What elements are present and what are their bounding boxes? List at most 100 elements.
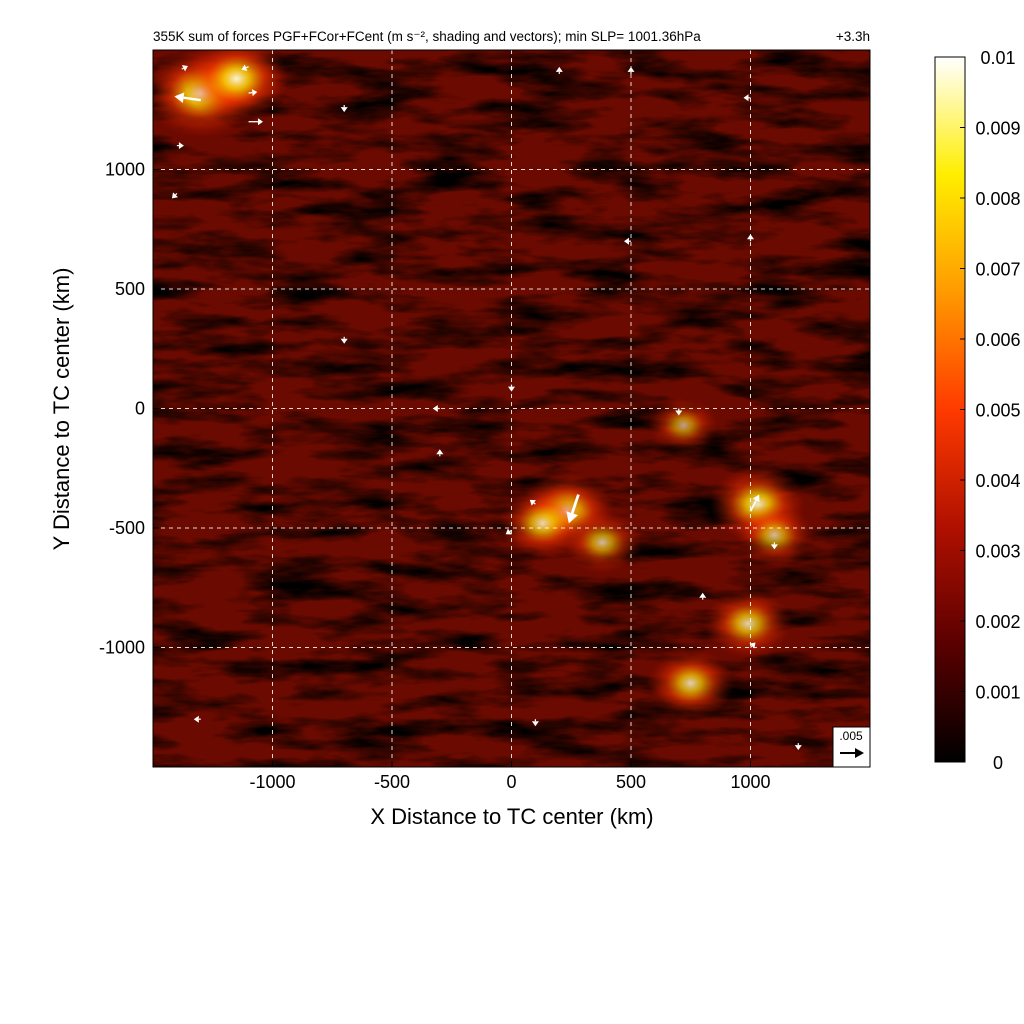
reference-vector-label: .005 [839,729,863,743]
force-vector-shaft [509,529,512,532]
force-vector-arrowhead [241,64,248,72]
colorbar-tick-label: 0.008 [975,189,1020,209]
force-vector-arrowhead [257,118,263,126]
heatmap-hotspot [704,588,792,659]
force-vector [176,142,184,150]
force-vector-arrowhead [340,338,348,344]
x-tick-label: 1000 [730,772,770,792]
force-vector [181,65,188,72]
force-vector-arrowhead [340,107,348,113]
x-axis: -1000 -500 0 500 1000 [249,761,771,792]
y-tick-label: 0 [135,399,145,419]
force-vector [747,234,754,242]
colorbar-tick-label: 0.005 [975,401,1020,421]
x-tick-label: -1000 [249,772,295,792]
heatmap-hotspot [648,397,719,454]
force-vector-arrowhead [508,386,515,392]
y-tick-label: -1000 [99,638,145,658]
force-vector [675,408,683,416]
force-vector [241,64,249,72]
force-vector-arrowhead [178,142,184,150]
force-vector-arrowhead [675,410,683,416]
force-vector-shaft [750,645,753,648]
force-vector [743,94,751,102]
force-vector-arrowhead [752,494,760,503]
reference-vector-box: .005 [832,726,871,768]
x-axis-label: X Distance to TC center (km) [370,804,653,829]
force-vector-arrowhead [531,721,539,727]
colorbar-tick-label: 0.01 [980,48,1015,68]
colorbar-ticks: 0.01 0.009 0.008 0.007 0.006 0.005 0.004 0.003 0… [960,48,1021,773]
colorbar-tick-label: 0.006 [975,330,1020,350]
force-vector-arrowhead [436,449,444,455]
vector-layer [171,64,802,751]
force-vector-arrowhead [174,92,185,103]
force-vector-arrowhead [624,237,629,245]
y-tick-label: 500 [115,279,145,299]
force-vector [624,237,631,245]
x-tick-label: -500 [374,772,410,792]
force-vector-arrowhead [505,528,512,535]
y-tick-label: -500 [109,518,145,538]
force-vector-shaft [183,96,201,102]
force-vector-arrowhead [251,89,258,97]
force-vector [174,92,201,103]
colorbar-tick-label: 0.002 [975,612,1020,632]
heatmap-hotspot [562,510,642,574]
chart-title: 355K sum of forces PGF+FCor+FCent (m s⁻²… [153,29,701,44]
y-tick-label: 1000 [105,160,145,180]
force-vector [749,494,760,512]
force-vector [340,336,348,344]
heatmap-hotspot [184,50,289,121]
force-vector [770,542,778,550]
force-vector-arrowhead [566,511,578,524]
force-vector-arrowhead [749,642,756,649]
force-vector [699,592,707,600]
force-vector-shaft [181,67,184,70]
force-vector-arrowhead [193,715,199,723]
colorbar-tick-label: 0.004 [975,471,1020,491]
force-vector [531,719,539,727]
force-vector [436,449,444,457]
force-vector [794,743,802,751]
force-vector-arrowhead [171,192,178,199]
heatmap-hotspot [647,648,735,719]
force-vector-shaft [749,499,757,512]
force-vector [529,499,536,506]
force-vector [248,89,258,97]
force-vector-arrowhead [699,592,707,598]
colorbar-tick-label: 0.003 [975,542,1020,562]
force-vector [171,192,178,199]
force-vector-shaft [570,494,580,514]
force-vector-arrowhead [181,65,188,72]
colorbar-tick-label: 0 [993,753,1003,773]
force-vector-arrowhead [770,544,778,550]
force-vector-arrowhead [743,94,749,102]
force-vector [193,715,201,723]
force-vector-arrowhead [529,499,536,506]
heatmap-panel [153,50,870,767]
colorbar-tick-label: 0.001 [975,683,1020,703]
force-vector-shaft [175,192,178,196]
force-vector-arrowhead [627,66,635,72]
force-vector-arrowhead [794,745,802,751]
force-vector [432,405,440,412]
colorbar-tick-label: 0.007 [975,260,1020,280]
force-vector-arrowhead [432,405,438,412]
colorbar-tick-label: 0.009 [975,119,1020,139]
force-vector-shaft [245,66,249,69]
force-vector [555,66,563,74]
x-tick-label: 0 [506,772,516,792]
reference-vector-frame [832,726,871,768]
heatmap-hotspot [734,503,814,567]
time-label: +3.3h [836,29,870,44]
force-vector-arrowhead [747,234,754,240]
force-vector [749,642,756,649]
force-vector [566,494,580,524]
y-axis: 1000 500 0 -500 -1000 [99,160,159,658]
force-vector [248,118,263,126]
y-axis-label: Y Distance to TC center (km) [49,268,74,551]
force-vector-shaft [533,502,536,505]
force-vector [505,528,512,535]
